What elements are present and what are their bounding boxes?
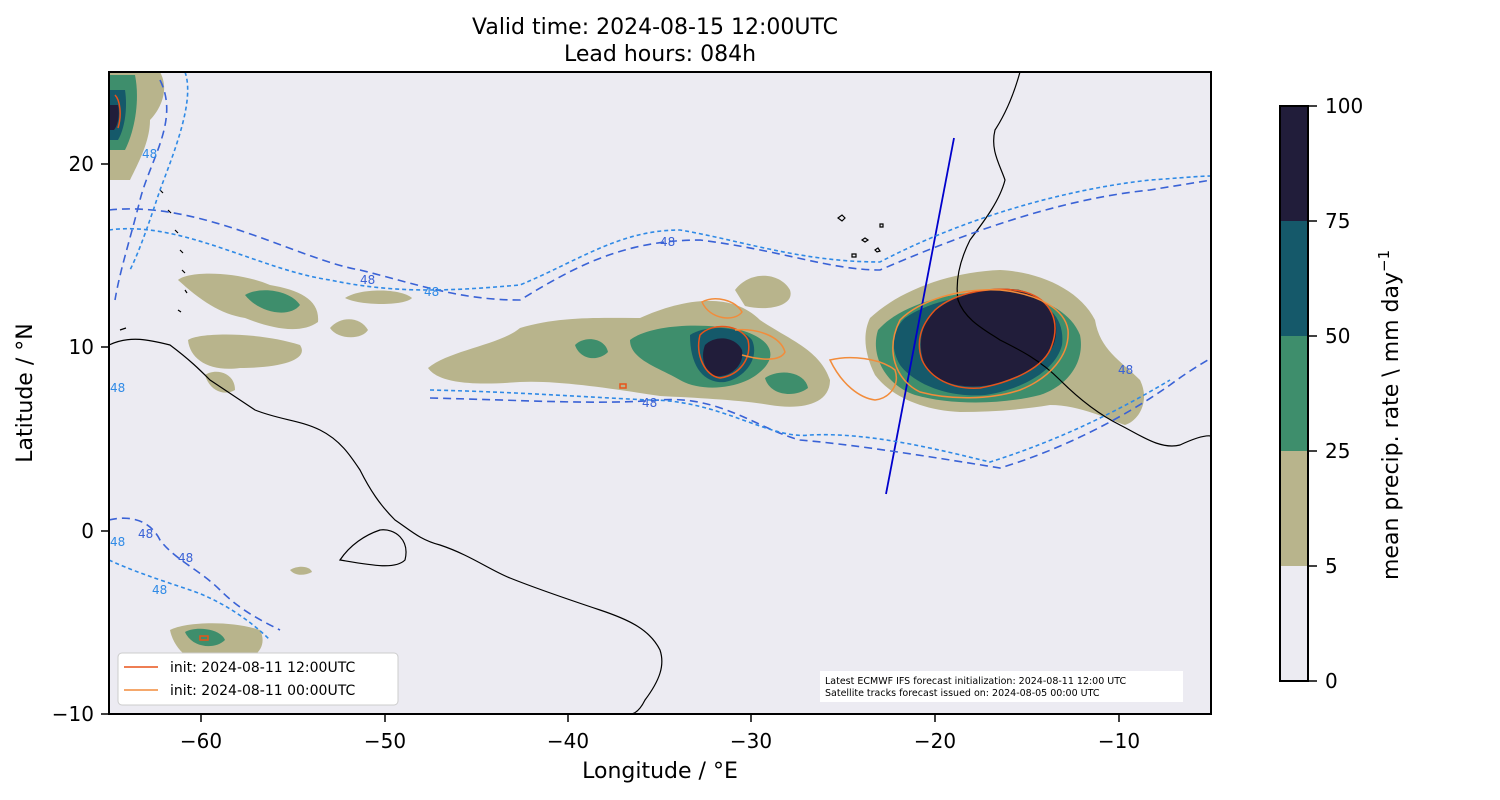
svg-text:48: 48 [110, 381, 125, 395]
x-axis [200, 714, 1120, 722]
svg-text:48: 48 [642, 396, 657, 410]
legend-label-init-0000: init: 2024-08-11 00:00UTC [170, 683, 355, 699]
x-tick-label: −60 [180, 729, 222, 753]
y-tick-label: 0 [81, 519, 94, 543]
map-title: Valid time: 2024-08-15 12:00UTC [472, 15, 838, 40]
y-tick-label: 10 [69, 335, 94, 359]
colorbar-tick: 5 [1325, 554, 1338, 578]
y-axis [101, 163, 109, 715]
contour-lines-48 [109, 72, 1211, 641]
svg-text:48: 48 [110, 535, 125, 549]
x-tick-label: −30 [730, 729, 772, 753]
svg-text:48: 48 [178, 551, 193, 565]
colorbar-tick: 50 [1325, 324, 1350, 348]
x-tick-label: −10 [1098, 729, 1140, 753]
svg-text:48: 48 [1118, 363, 1133, 377]
contour-labels: 48 48 48 48 48 48 48 48 48 48 48 [110, 147, 1133, 597]
svg-text:48: 48 [424, 285, 439, 299]
y-axis-label: Latitude / °N [13, 323, 38, 462]
init-contours [114, 94, 1069, 641]
y-tick-label: −10 [52, 702, 94, 726]
svg-text:48: 48 [142, 147, 157, 161]
colorbar-tick: 25 [1325, 439, 1350, 463]
legend-label-init-1200: init: 2024-08-11 12:00UTC [170, 660, 355, 676]
x-axis-label: Longitude / °E [582, 759, 738, 784]
colorbar-tick: 75 [1325, 209, 1350, 233]
svg-text:48: 48 [360, 273, 375, 287]
svg-text:48: 48 [138, 527, 153, 541]
colorbar-label: mean precip. rate \ mm day−1 [1375, 250, 1404, 580]
forecast-note: Latest ECMWF IFS forecast initialization… [820, 671, 1183, 702]
legend: init: 2024-08-11 12:00UTC init: 2024-08-… [117, 652, 399, 706]
x-tick-label: −50 [364, 729, 406, 753]
svg-text:48: 48 [660, 235, 675, 249]
colorbar-tick: 100 [1325, 94, 1363, 118]
x-tick-label: −40 [547, 729, 589, 753]
colorbar-tick: 0 [1325, 669, 1338, 693]
svg-text:48: 48 [152, 583, 167, 597]
map-subtitle: Lead hours: 084h [564, 42, 756, 67]
map-frame [108, 71, 1212, 715]
y-tick-label: 20 [69, 152, 94, 176]
note-line-init: Latest ECMWF IFS forecast initialization… [825, 676, 1126, 687]
x-tick-label: −20 [914, 729, 956, 753]
colorbar [1279, 105, 1317, 682]
map-area[interactable]: 48 48 48 48 48 48 48 48 48 48 48 [109, 72, 1211, 714]
satellite-track [885, 137, 955, 495]
note-line-tracks: Satellite tracks forecast issued on: 202… [825, 688, 1100, 699]
coastlines [109, 72, 1211, 714]
